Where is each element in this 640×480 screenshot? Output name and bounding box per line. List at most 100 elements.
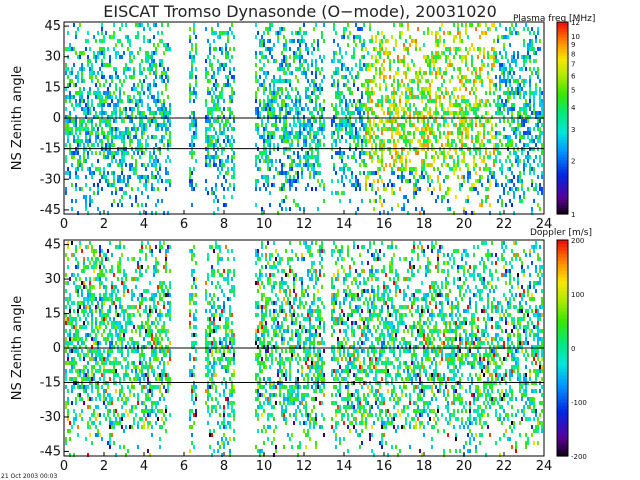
data-cell (355, 75, 357, 79)
data-cell (79, 357, 81, 361)
colorbar-swatch (557, 148, 568, 152)
data-cell (191, 91, 193, 95)
data-cell (207, 111, 209, 115)
data-cell (111, 349, 113, 353)
data-cell (453, 87, 455, 91)
data-cell (189, 91, 191, 95)
data-cell (211, 87, 213, 91)
data-cell (151, 211, 153, 215)
data-cell (161, 31, 163, 35)
data-cell (517, 175, 519, 179)
data-cell (147, 23, 149, 27)
data-cell (437, 127, 439, 131)
data-cell (379, 103, 381, 107)
data-cell (101, 281, 103, 285)
data-cell (219, 47, 221, 51)
data-cell (89, 417, 91, 421)
data-cell (163, 325, 165, 329)
data-cell (453, 55, 455, 59)
data-cell (81, 95, 83, 99)
data-cell (149, 309, 151, 313)
data-cell (209, 111, 211, 115)
data-cell (341, 127, 343, 131)
data-cell (141, 103, 143, 107)
data-cell (349, 167, 351, 171)
data-cell (159, 397, 161, 401)
data-cell (133, 417, 135, 421)
data-cell (151, 55, 153, 59)
data-cell (273, 123, 275, 127)
data-cell (81, 349, 83, 353)
data-cell (137, 175, 139, 179)
data-cell (403, 139, 405, 143)
data-cell (413, 183, 415, 187)
data-cell (131, 59, 133, 63)
data-cell (157, 95, 159, 99)
data-cell (341, 75, 343, 79)
data-cell (405, 179, 407, 183)
data-cell (481, 159, 483, 163)
data-cell (303, 67, 305, 71)
data-cell (353, 139, 355, 143)
data-cell (271, 135, 273, 139)
data-cell (481, 83, 483, 87)
data-cell (115, 417, 117, 421)
data-cell (113, 345, 115, 349)
data-cell (127, 47, 129, 51)
data-cell (121, 203, 123, 207)
data-cell (511, 31, 513, 35)
data-cell (73, 417, 75, 421)
data-cell (403, 195, 405, 199)
data-cell (339, 47, 341, 51)
data-cell (407, 107, 409, 111)
data-cell (189, 75, 191, 79)
data-cell (217, 155, 219, 159)
data-cell (351, 67, 353, 71)
data-cell (333, 139, 335, 143)
data-cell (323, 99, 325, 103)
data-cell (381, 131, 383, 135)
data-cell (475, 27, 477, 31)
data-cell (281, 99, 283, 103)
data-cell (143, 289, 145, 293)
data-cell (365, 175, 367, 179)
data-cell (133, 405, 135, 409)
data-cell (83, 261, 85, 265)
data-cell (137, 31, 139, 35)
data-cell (301, 39, 303, 43)
data-cell (391, 207, 393, 211)
data-cell (261, 123, 263, 127)
data-cell (423, 123, 425, 127)
data-cell (127, 353, 129, 357)
data-cell (279, 63, 281, 67)
data-cell (205, 115, 207, 119)
data-cell (313, 155, 315, 159)
data-cell (115, 107, 117, 111)
data-cell (69, 437, 71, 441)
data-cell (351, 155, 353, 159)
data-cell (419, 115, 421, 119)
data-cell (109, 143, 111, 147)
data-cell (299, 95, 301, 99)
data-cell (291, 71, 293, 75)
data-cell (67, 353, 69, 357)
data-cell (121, 163, 123, 167)
data-cell (143, 325, 145, 329)
data-cell (71, 95, 73, 99)
data-cell (385, 75, 387, 79)
data-cell (143, 373, 145, 377)
data-cell (139, 257, 141, 261)
data-cell (67, 281, 69, 285)
data-cell (335, 171, 337, 175)
data-cell (435, 111, 437, 115)
data-cell (355, 107, 357, 111)
data-cell (83, 127, 85, 131)
data-cell (153, 163, 155, 167)
data-cell (107, 211, 109, 215)
data-cell (155, 325, 157, 329)
data-cell (97, 51, 99, 55)
data-cell (93, 329, 95, 333)
data-cell (93, 269, 95, 273)
data-cell (391, 171, 393, 175)
data-cell (415, 187, 417, 191)
